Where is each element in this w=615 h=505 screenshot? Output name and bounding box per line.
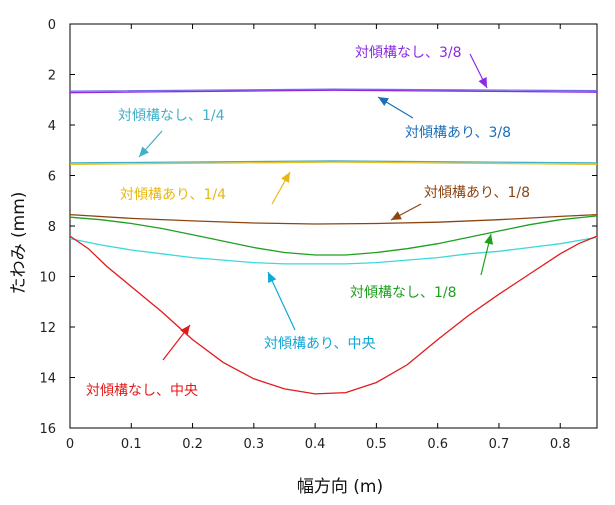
series-line-2 [69, 160, 598, 164]
series-lines [69, 88, 598, 395]
x-tick-label: 0.7 [489, 437, 510, 452]
x-axis-title: 幅方向 (m) [297, 477, 383, 497]
y-tick-label: 12 [39, 321, 56, 336]
series-line-0 [69, 89, 598, 94]
y-axis-title: たわみ (mm) [9, 192, 29, 295]
y-tick-label: 16 [39, 422, 56, 437]
series-line-1 [69, 88, 598, 92]
x-tick-label: 0 [66, 437, 74, 452]
x-tick-label: 0.5 [366, 437, 387, 452]
annotation-label: 対傾構あり、中央 [264, 336, 375, 352]
y-tick-label: 6 [48, 170, 56, 185]
series-line-3 [69, 161, 598, 166]
annotation-0: 対傾構なし、3/8 [355, 45, 488, 89]
series-line-6 [69, 236, 598, 265]
annotation-6: 対傾構あり、中央 [264, 271, 375, 352]
annotation-arrowhead [268, 272, 277, 283]
annotation-arrowhead [478, 77, 487, 88]
annotation-label: 対傾構あり、1/8 [424, 185, 530, 201]
y-tick-label: 2 [48, 69, 56, 84]
annotation-arrow [267, 271, 296, 331]
annotation-2: 対傾構あり、3/8 [377, 96, 511, 141]
annotation-label: 対傾構あり、3/8 [405, 125, 511, 141]
annotation-arrowhead [391, 211, 402, 220]
annotation-arrowhead [378, 97, 389, 106]
annotation-5: 対傾構なし、1/8 [350, 233, 493, 301]
x-tick-label: 0.8 [550, 437, 571, 452]
x-tick-label: 0.4 [305, 437, 326, 452]
y-ticks: 0 2 4 6 8 10 12 14 16 [39, 18, 597, 437]
y-tick-label: 14 [39, 372, 56, 387]
annotation-label: 対傾構なし、1/8 [350, 285, 457, 301]
series-line-4 [69, 213, 598, 225]
series-line-5 [69, 215, 598, 256]
annotation-arrowhead [180, 325, 190, 336]
x-ticks: 0 0.1 0.2 0.3 0.4 0.5 0.6 0.7 0.8 [66, 24, 571, 452]
annotation-label: 対傾構あり、1/4 [120, 187, 226, 203]
annotation-label: 対傾構なし、中央 [86, 383, 198, 399]
annotation-arrowhead [281, 172, 290, 183]
series-line-7 [69, 235, 598, 395]
annotation-label: 対傾構なし、1/4 [118, 108, 225, 124]
annotation-arrowhead [484, 234, 493, 245]
x-tick-label: 0.6 [427, 437, 448, 452]
y-tick-label: 0 [48, 18, 56, 33]
x-tick-label: 0.1 [121, 437, 142, 452]
annotation-7: 対傾構なし、中央 [86, 324, 198, 399]
annotation-3: 対傾構あり、1/4 [120, 171, 291, 205]
x-tick-label: 0.2 [182, 437, 203, 452]
y-tick-label: 8 [48, 220, 56, 235]
y-tick-label: 10 [39, 271, 56, 286]
annotation-arrowhead [139, 146, 149, 157]
annotation-label: 対傾構なし、3/8 [355, 45, 462, 61]
annotation-1: 対傾構なし、1/4 [118, 108, 225, 158]
x-tick-label: 0.3 [243, 437, 264, 452]
annotation-4: 対傾構あり、1/8 [390, 185, 530, 221]
annotations: 対傾構なし、3/8 対傾構なし、1/4 対傾構あり、3/8 対傾構あり、1/4 対傾構あ… [86, 45, 530, 399]
y-tick-label: 4 [48, 119, 56, 134]
